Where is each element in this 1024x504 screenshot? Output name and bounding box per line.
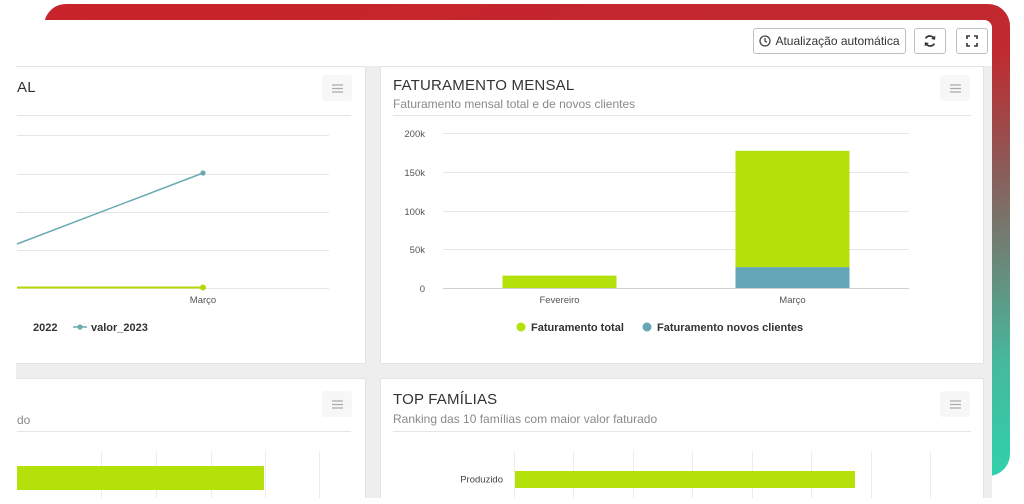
card-subtitle: Faturamento mensal total e de novos clie…: [393, 97, 636, 111]
bar-segment[interactable]: [735, 267, 850, 288]
menu-icon: [949, 83, 961, 93]
y-tick-label: 0: [420, 284, 425, 295]
legend-marker: [516, 322, 526, 332]
monthly-values-card: AL Março 2022 valor_2023: [16, 66, 366, 364]
refresh-button[interactable]: [914, 28, 946, 54]
card-menu-button[interactable]: [940, 391, 970, 417]
y-tick-label: 100k: [404, 207, 425, 218]
faturamento-mensal-card: FATURAMENTO MENSAL Faturamento mensal to…: [380, 66, 984, 364]
auto-update-label: Atualização automática: [775, 34, 900, 48]
legend-label[interactable]: Faturamento novos clientes: [657, 322, 803, 334]
point-valor-2023-marco: [200, 170, 206, 176]
line-chart: Março 2022 valor_2023: [16, 135, 329, 334]
faturamento-bar-chart: 0 50k 100k 150k 200k Fevereiro Março Faturame…: [404, 129, 909, 334]
card-divider: [393, 115, 971, 116]
card-divider: [17, 431, 351, 432]
clock-icon: [759, 35, 772, 47]
card-divider: [393, 431, 971, 432]
legend-marker-valor-2023: [77, 324, 83, 330]
legend-label-2022: 2022: [33, 322, 57, 334]
x-tick-label: Fevereiro: [539, 295, 579, 306]
menu-icon: [331, 83, 343, 93]
horizontal-bar-chart-left: [17, 451, 320, 498]
y-tick-label: 150k: [404, 168, 425, 179]
card-title: FATURAMENTO MENSAL: [393, 77, 575, 94]
series-line-valor-2023: [16, 172, 204, 245]
y-tick-label: Produzido: [460, 475, 503, 486]
legend-label-valor-2023: valor_2023: [91, 322, 148, 334]
x-tick-label: Março: [190, 295, 216, 306]
card-menu-button[interactable]: [940, 75, 970, 101]
card-menu-button[interactable]: [322, 391, 352, 417]
bar-segment[interactable]: [502, 275, 617, 288]
dashboard-window: Atualização automática AL: [16, 20, 992, 498]
card-menu-button[interactable]: [322, 75, 352, 101]
bars: Produzido: [460, 471, 855, 488]
bar-segment[interactable]: [735, 150, 850, 268]
card-subtitle: do: [17, 413, 31, 427]
card-subtitle: Ranking das 10 famílias com maior valor …: [393, 412, 658, 426]
point-2022-marco: [200, 284, 206, 291]
auto-update-button[interactable]: Atualização automática: [753, 28, 906, 54]
y-tick-label: 200k: [404, 129, 425, 140]
legend-marker: [642, 322, 652, 332]
bar: [17, 466, 264, 490]
fullscreen-button[interactable]: [956, 28, 988, 54]
menu-icon: [331, 399, 343, 409]
menu-icon: [949, 399, 961, 409]
x-tick-label: Março: [779, 295, 805, 306]
grid-lines: [17, 135, 329, 289]
card-divider: [17, 115, 351, 116]
legend-label[interactable]: Faturamento total: [531, 322, 624, 334]
card-title: AL: [17, 79, 36, 96]
chart-legend: Faturamento total Faturamento novos clien…: [516, 322, 803, 334]
bars: [502, 150, 850, 288]
refresh-icon: [924, 35, 936, 47]
top-familias-bar-chart: Produzido: [460, 451, 931, 498]
y-tick-label: 50k: [410, 245, 426, 256]
card-title: TOP FAMÍLIAS: [393, 391, 498, 408]
bar[interactable]: [515, 471, 855, 488]
y-axis-tick-labels: 0 50k 100k 150k 200k: [404, 129, 425, 295]
ranking-card-left: do: [16, 378, 366, 498]
dashboard-toolbar: Atualização automática: [16, 20, 992, 66]
x-axis-tick-labels: Fevereiro Março: [539, 295, 805, 306]
expand-icon: [966, 35, 978, 47]
top-familias-card: TOP FAMÍLIAS Ranking das 10 famílias com…: [380, 378, 984, 498]
